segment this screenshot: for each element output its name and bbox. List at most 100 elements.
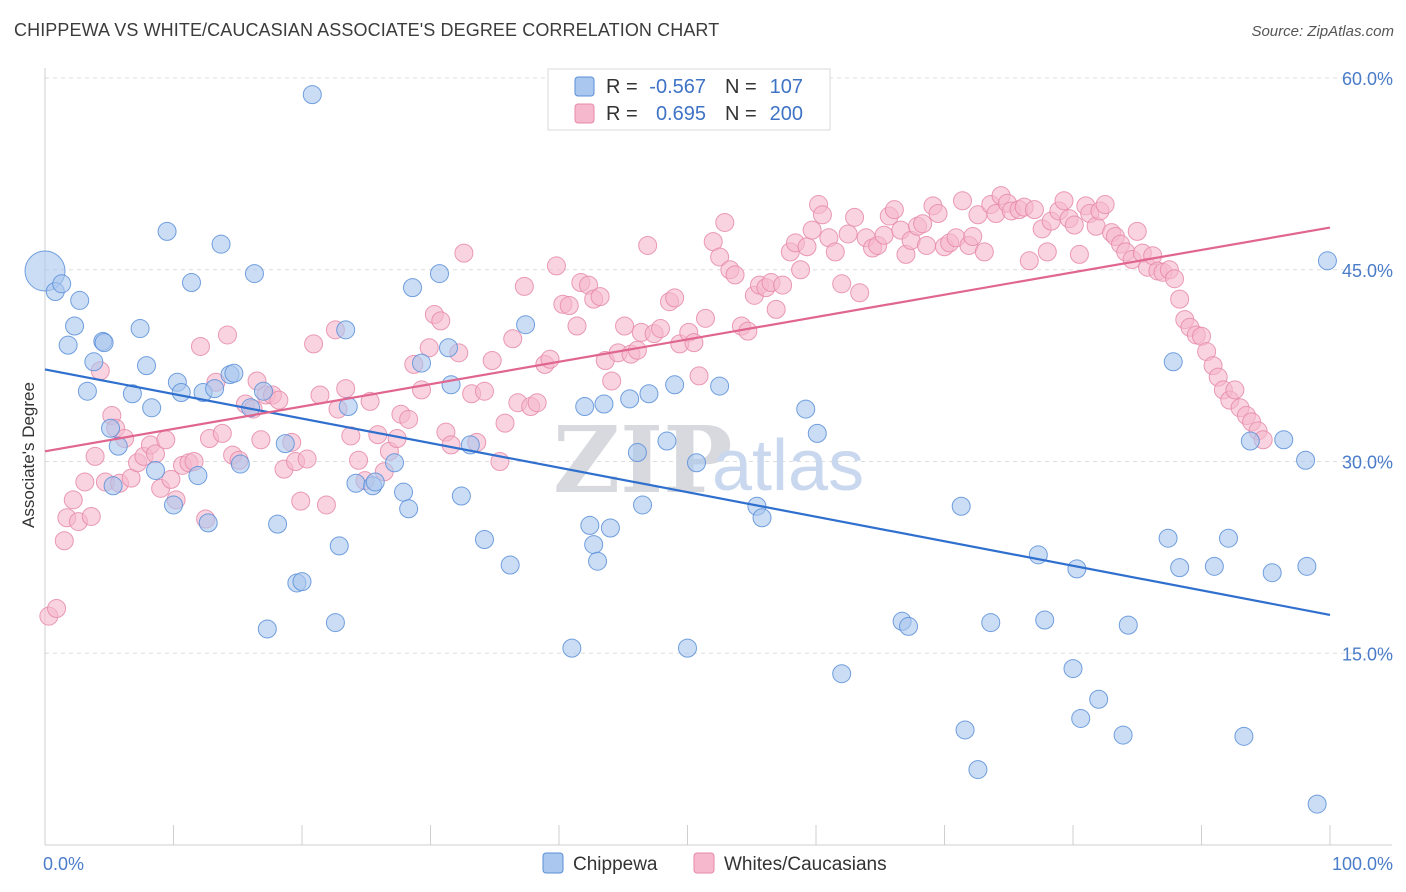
chippewa-point <box>1297 556 1317 576</box>
whites-point <box>217 325 237 345</box>
whites-point <box>1064 215 1084 235</box>
chippewa-point <box>686 453 706 473</box>
chippewa-point <box>710 376 730 396</box>
chippewa-point <box>1262 563 1282 583</box>
chippewa-point <box>584 535 604 555</box>
chippewa-point <box>58 335 78 355</box>
chippewa-point <box>94 333 114 353</box>
chippewa-point <box>955 720 975 740</box>
bottom-legend-swatch-whites <box>693 852 715 874</box>
whites-point <box>602 371 622 391</box>
chippewa-point <box>474 529 494 549</box>
chippewa-point <box>146 460 166 480</box>
chippewa-point <box>1163 352 1183 372</box>
whites-point <box>156 430 176 450</box>
chippewa-point <box>620 389 640 409</box>
whites-point <box>269 390 289 410</box>
whites-point <box>47 599 67 619</box>
legend-swatch-whites <box>574 103 595 124</box>
chippewa-point <box>230 454 250 474</box>
chippewa-point <box>899 616 919 636</box>
chippewa-point <box>807 423 827 443</box>
whites-point <box>928 204 948 224</box>
chippewa-point <box>257 619 277 639</box>
whites-point <box>812 205 832 225</box>
chippewa-point <box>52 274 72 294</box>
chippewa-point <box>385 453 405 473</box>
chippewa-point <box>633 495 653 515</box>
y-tick-label: 15.0% <box>1342 644 1393 664</box>
chippewa-point <box>292 572 312 592</box>
whites-point <box>304 334 324 354</box>
chippewa-point <box>157 221 177 241</box>
chippewa-point <box>657 431 677 451</box>
chart-title: CHIPPEWA VS WHITE/CAUCASIAN ASSOCIATE'S … <box>14 20 720 40</box>
whites-point <box>527 393 547 413</box>
chippewa-point <box>451 486 471 506</box>
whites-point <box>63 490 83 510</box>
whites-point <box>715 212 735 232</box>
whites-point <box>963 227 983 247</box>
whites-point <box>974 242 994 262</box>
chippewa-point <box>1218 528 1238 548</box>
chippewa-point <box>122 384 142 404</box>
chippewa-point <box>137 356 157 376</box>
legend-r-label-chippewa: R = <box>606 76 638 98</box>
chippewa-point <box>1113 725 1133 745</box>
x-tick-label-max: 100.0% <box>1332 854 1393 874</box>
chart-source: Source: ZipAtlas.com <box>1251 23 1394 40</box>
whites-point <box>514 276 534 296</box>
legend-r-value-whites: 0.695 <box>656 103 706 125</box>
bottom-legend-swatch-chippewa <box>542 852 564 874</box>
chippewa-point <box>580 515 600 535</box>
whites-point <box>212 423 232 443</box>
chippewa-point <box>429 264 449 284</box>
whites-point <box>913 214 933 234</box>
whites-point <box>336 379 356 399</box>
chippewa-point <box>302 85 322 105</box>
whites-point <box>838 224 858 244</box>
chippewa-point <box>575 397 595 417</box>
whites-point <box>1095 195 1115 215</box>
whites-point <box>54 531 74 551</box>
whites-point <box>85 446 105 466</box>
whites-point <box>615 316 635 336</box>
whites-point <box>1019 251 1039 271</box>
whites-point <box>297 449 317 469</box>
whites-point <box>766 299 786 319</box>
whites-point <box>419 338 439 358</box>
whites-point <box>75 472 95 492</box>
whites-point <box>695 308 715 328</box>
chippewa-point <box>1240 431 1260 451</box>
chippewa-point <box>627 443 647 463</box>
chippewa-point <box>752 508 772 528</box>
whites-point <box>1225 380 1245 400</box>
chippewa-point <box>365 472 385 492</box>
chippewa-point <box>325 613 345 633</box>
whites-point <box>454 243 474 263</box>
bottom-legend-label-whites: Whites/Caucasians <box>724 854 887 875</box>
watermark: ZIP atlas <box>553 406 864 514</box>
chippewa-point <box>1204 556 1224 576</box>
chippewa-point <box>346 473 366 493</box>
whites-point <box>638 235 658 255</box>
chippewa-point <box>600 518 620 538</box>
whites-point <box>81 506 101 526</box>
whites-point <box>1127 221 1147 241</box>
x-tick-label-min: 0.0% <box>43 854 84 874</box>
whites-point <box>567 316 587 336</box>
whites-point <box>689 366 709 386</box>
chippewa-point <box>1296 450 1316 470</box>
chippewa-point <box>205 379 225 399</box>
legend-swatch-chippewa <box>574 76 595 97</box>
chippewa-point <box>500 555 520 575</box>
y-tick-label: 60.0% <box>1342 69 1393 89</box>
chippewa-point <box>562 638 582 658</box>
chippewa-point <box>1234 726 1254 746</box>
chippewa-point <box>588 551 608 571</box>
correlation-legend: R = -0.567 N = 107 R = 0.695 N = 200 <box>547 68 831 131</box>
chippewa-point <box>77 381 97 401</box>
whites-point <box>797 237 817 257</box>
whites-point <box>590 287 610 307</box>
